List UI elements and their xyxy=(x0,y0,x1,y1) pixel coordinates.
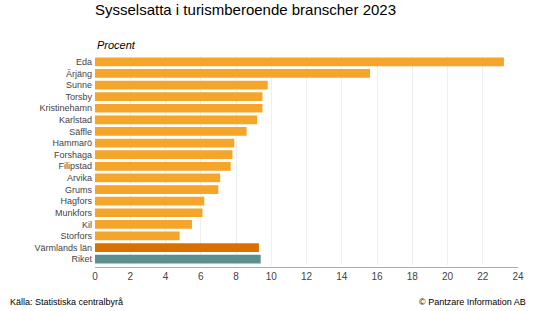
svg-text:Värmlands län: Värmlands län xyxy=(34,243,92,253)
svg-text:© Pantzare Information AB: © Pantzare Information AB xyxy=(419,297,526,307)
svg-text:Sunne: Sunne xyxy=(66,80,92,90)
svg-text:Filipstad: Filipstad xyxy=(58,161,92,171)
svg-text:10: 10 xyxy=(266,271,278,282)
svg-text:Eda: Eda xyxy=(76,57,92,67)
svg-text:6: 6 xyxy=(198,271,204,282)
svg-text:14: 14 xyxy=(336,271,348,282)
svg-text:16: 16 xyxy=(371,271,383,282)
svg-text:Kil: Kil xyxy=(82,220,92,230)
svg-text:18: 18 xyxy=(407,271,419,282)
svg-text:Storfors: Storfors xyxy=(60,231,92,241)
svg-text:Procent: Procent xyxy=(97,39,136,51)
svg-text:Torsby: Torsby xyxy=(65,92,92,102)
svg-text:20: 20 xyxy=(442,271,454,282)
svg-text:0: 0 xyxy=(92,271,98,282)
svg-text:2: 2 xyxy=(127,271,133,282)
svg-text:Kristinehamn: Kristinehamn xyxy=(39,103,92,113)
svg-text:Karlstad: Karlstad xyxy=(59,115,92,125)
svg-text:Arvika: Arvika xyxy=(67,173,92,183)
svg-text:Munkfors: Munkfors xyxy=(55,208,93,218)
svg-text:Säffle: Säffle xyxy=(69,127,92,137)
svg-text:12: 12 xyxy=(301,271,313,282)
svg-text:Källa: Statistiska centralbyrå: Källa: Statistiska centralbyrå xyxy=(10,297,123,307)
svg-text:4: 4 xyxy=(163,271,169,282)
svg-text:Hagfors: Hagfors xyxy=(60,196,92,206)
svg-text:Grums: Grums xyxy=(65,185,93,195)
svg-text:Sysselsatta i turismberoende b: Sysselsatta i turismberoende branscher 2… xyxy=(95,1,396,18)
svg-text:Ärjäng: Ärjäng xyxy=(66,69,92,79)
svg-text:Riket: Riket xyxy=(71,254,92,264)
svg-text:Hammarö: Hammarö xyxy=(52,138,92,148)
svg-text:8: 8 xyxy=(233,271,239,282)
svg-text:22: 22 xyxy=(477,271,489,282)
svg-text:Forshaga: Forshaga xyxy=(54,150,92,160)
svg-text:24: 24 xyxy=(512,271,524,282)
